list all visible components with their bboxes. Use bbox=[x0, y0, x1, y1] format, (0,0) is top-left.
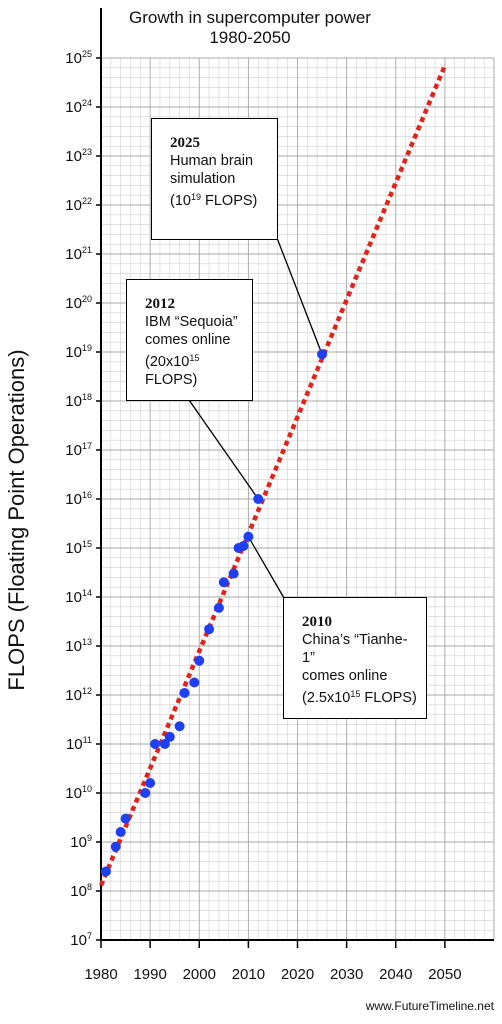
trend-line bbox=[98, 64, 447, 887]
callout-2025: 2025 Human brain simulation (1019 FLOPS) bbox=[151, 118, 278, 240]
data-point bbox=[189, 677, 200, 688]
callout-2010-flops: (2.5x1015 FLOPS) bbox=[302, 689, 417, 706]
y-tick-label: 107 bbox=[70, 931, 92, 949]
data-point bbox=[243, 531, 254, 542]
y-tick-label: 1021 bbox=[65, 245, 92, 263]
callout-2012-line-2: comes online bbox=[145, 332, 231, 348]
leader-line-2012 bbox=[188, 399, 259, 500]
data-point bbox=[100, 866, 111, 877]
callout-2025-line-1: Human brain bbox=[170, 153, 254, 169]
x-tick-label: 1980 bbox=[84, 966, 118, 983]
y-tick-label: 1018 bbox=[65, 392, 92, 410]
data-point bbox=[164, 731, 175, 742]
x-tick-label: 2040 bbox=[379, 966, 413, 983]
callout-2025-line-2: simulation bbox=[170, 171, 236, 187]
callout-2010-year: 2010 bbox=[302, 614, 332, 630]
source-credit: www.FutureTimeline.net bbox=[365, 999, 494, 1013]
x-tick-label: 2010 bbox=[231, 966, 266, 983]
data-point bbox=[140, 788, 151, 798]
data-point bbox=[145, 777, 156, 788]
y-tick-label: 1010 bbox=[65, 784, 92, 802]
callout-2012-flops: (20x1015 FLOPS) bbox=[145, 353, 200, 388]
data-point bbox=[194, 655, 205, 666]
x-tick-label: 1990 bbox=[133, 966, 167, 983]
callout-2025-year: 2025 bbox=[170, 135, 200, 151]
y-tick-label: 1016 bbox=[65, 490, 92, 508]
callout-2012-year: 2012 bbox=[145, 296, 175, 312]
data-point bbox=[174, 721, 185, 732]
chart-title-line-2: 1980-2050 bbox=[209, 28, 291, 47]
callout-2010-line-1: China’s “Tianhe-1” bbox=[302, 632, 408, 666]
leader-line-2010 bbox=[247, 536, 285, 599]
leader-line-2025 bbox=[276, 237, 323, 355]
chart-title-line-1: Growth in supercomputer power bbox=[129, 8, 371, 27]
y-tick-label: 108 bbox=[70, 882, 92, 900]
y-tick-label: 109 bbox=[70, 833, 92, 851]
data-point bbox=[110, 841, 121, 852]
callout-2025-flops: (1019 FLOPS) bbox=[170, 192, 258, 209]
data-point bbox=[238, 540, 249, 551]
data-point bbox=[317, 349, 328, 360]
callout-leader-lines bbox=[188, 237, 323, 599]
y-tick-label: 1017 bbox=[65, 441, 92, 459]
callout-2012-line-1: IBM “Sequoia” bbox=[145, 314, 238, 330]
y-tick-label: 1020 bbox=[65, 294, 92, 312]
data-point bbox=[159, 739, 170, 749]
data-point bbox=[213, 602, 224, 613]
callout-2010: 2010 China’s “Tianhe-1” comes online (2.… bbox=[283, 597, 427, 719]
data-point bbox=[218, 577, 229, 588]
x-tick-label: 2030 bbox=[329, 966, 364, 983]
data-point bbox=[204, 624, 215, 635]
y-tick-label: 1015 bbox=[65, 539, 92, 557]
data-point bbox=[228, 568, 239, 579]
y-tick-label: 1019 bbox=[65, 343, 92, 361]
trend-line-dotted bbox=[98, 64, 447, 887]
data-point bbox=[253, 494, 264, 504]
callout-2012: 2012 IBM “Sequoia” comes online (20x1015… bbox=[126, 279, 253, 401]
x-tick-label: 2020 bbox=[280, 966, 315, 983]
y-tick-label: 1013 bbox=[65, 637, 92, 655]
data-point bbox=[120, 813, 131, 824]
y-tick-label: 1014 bbox=[65, 588, 92, 606]
y-tick-label: 1011 bbox=[65, 735, 92, 753]
y-tick-label: 1012 bbox=[65, 686, 92, 704]
data-points bbox=[100, 349, 328, 877]
callout-2010-line-2: comes online bbox=[302, 668, 388, 684]
y-tick-label: 1022 bbox=[65, 196, 92, 214]
data-point bbox=[179, 687, 190, 698]
y-tick-label: 1024 bbox=[65, 98, 92, 116]
data-point bbox=[115, 826, 126, 837]
y-tick-label: 1023 bbox=[65, 147, 92, 165]
y-tick-label: 1025 bbox=[65, 49, 92, 67]
data-point bbox=[150, 739, 161, 749]
x-tick-label: 2050 bbox=[428, 966, 462, 983]
x-tick-label: 2000 bbox=[182, 966, 216, 983]
axes bbox=[96, 8, 494, 948]
